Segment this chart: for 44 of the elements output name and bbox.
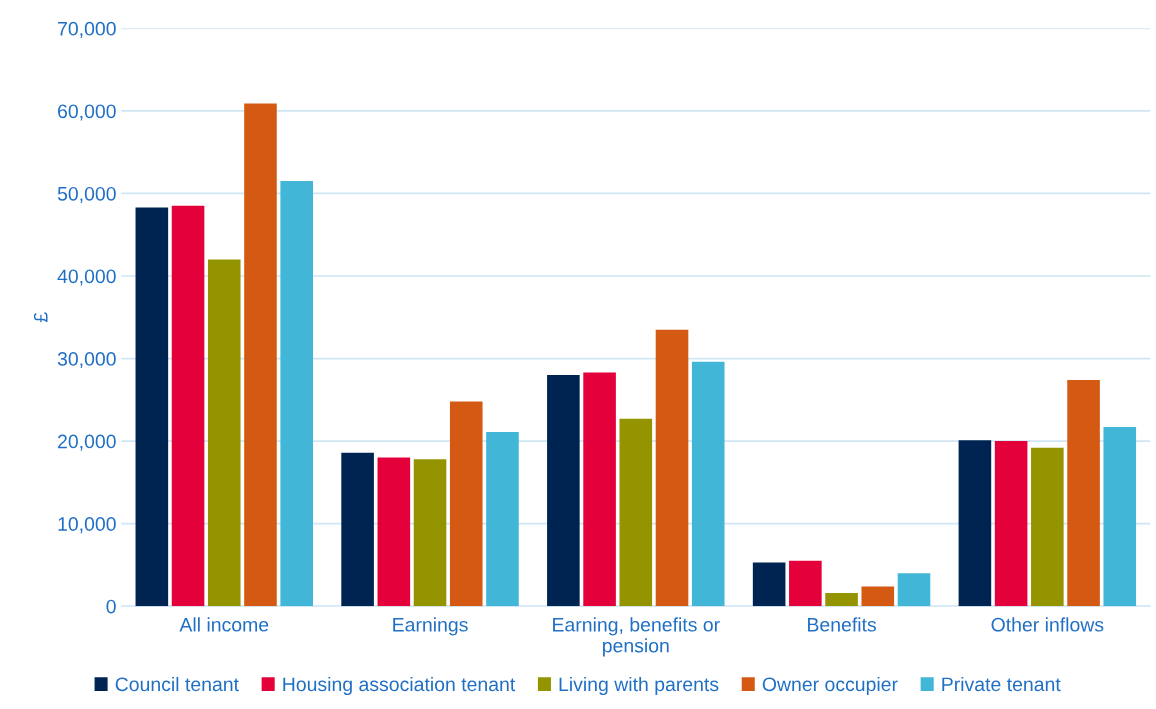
bar	[207, 259, 241, 607]
bar	[619, 418, 653, 607]
y-tick-label: 20,000	[58, 434, 116, 451]
y-tick-label: 0	[106, 599, 116, 614]
x-tick-label: Earnings	[393, 617, 468, 636]
bar	[135, 207, 169, 607]
bar	[171, 205, 205, 607]
x-tick-label: All income	[179, 617, 269, 632]
legend-label: Council tenant	[115, 676, 239, 692]
bar	[691, 361, 725, 607]
y-tick-label: 30,000	[57, 352, 116, 369]
y-tick-label: 50,000	[57, 186, 116, 203]
bar	[789, 560, 822, 607]
bar	[1031, 447, 1064, 607]
legend-label: Owner occupier	[762, 676, 898, 696]
bar	[377, 457, 411, 607]
bar	[897, 573, 931, 607]
y-tick-label: 70,000	[58, 21, 116, 38]
bar	[752, 562, 786, 607]
x-tick-label: Benefits	[808, 617, 876, 632]
y-axis-title: £	[33, 312, 48, 323]
bar	[1067, 380, 1100, 607]
y-tick-label: 60,000	[58, 104, 116, 121]
bar	[994, 441, 1028, 607]
bar	[244, 103, 277, 607]
legend-label: Housing association tenant	[283, 676, 516, 696]
bar	[583, 372, 616, 607]
bar	[1103, 427, 1137, 607]
bar	[449, 401, 483, 607]
legend-label: Private tenant	[942, 676, 1061, 692]
bar	[958, 440, 992, 607]
bar	[825, 592, 858, 607]
bar	[341, 452, 374, 607]
legend-label: Living with parents	[559, 676, 719, 696]
bar	[413, 459, 447, 607]
bar	[861, 586, 895, 607]
x-tick-label: Other inflows	[991, 617, 1104, 632]
x-tick-label: Earning, benefits or pension	[553, 617, 720, 657]
bar	[486, 432, 519, 607]
bar	[280, 181, 313, 607]
bar	[655, 329, 689, 607]
y-tick-label: 40,000	[57, 269, 116, 286]
y-tick-label: 10,000	[58, 517, 116, 534]
bar	[547, 375, 580, 607]
